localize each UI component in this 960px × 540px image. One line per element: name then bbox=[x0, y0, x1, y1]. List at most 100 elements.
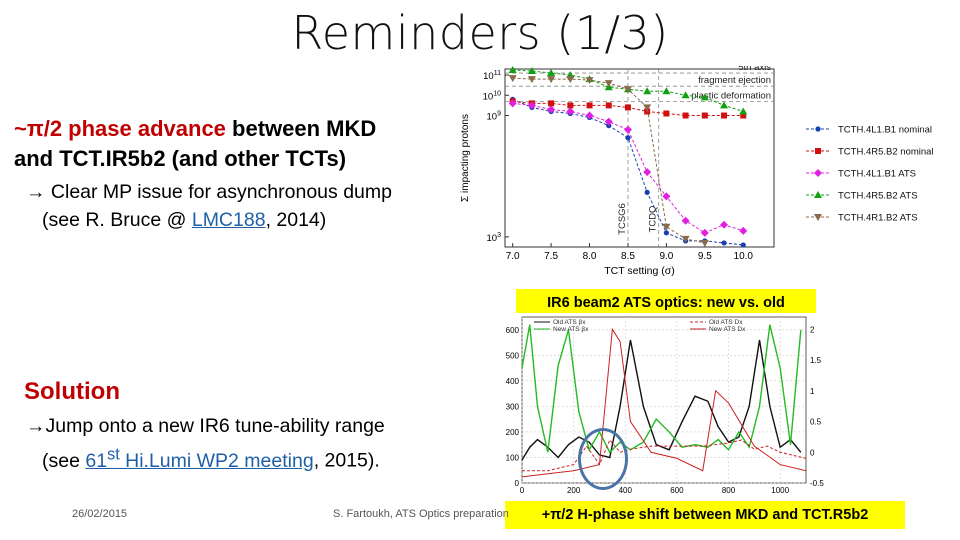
legend-label: New ATS βx bbox=[553, 326, 589, 333]
legend-label: Old ATS βx bbox=[553, 319, 586, 326]
data-point bbox=[547, 69, 556, 77]
arrow-right-icon: → bbox=[26, 181, 46, 203]
data-point bbox=[643, 104, 652, 112]
data-point bbox=[623, 125, 632, 134]
x-tick-label: 400 bbox=[619, 486, 633, 495]
data-point bbox=[643, 87, 652, 95]
data-point bbox=[700, 93, 709, 101]
data-point bbox=[527, 101, 536, 110]
legend-label: Old ATS Dx bbox=[709, 319, 743, 326]
data-point bbox=[566, 76, 575, 84]
data-point bbox=[604, 80, 613, 88]
data-point bbox=[740, 112, 747, 119]
data-point bbox=[585, 77, 594, 85]
x-tick-label: 7.0 bbox=[506, 251, 520, 262]
link-num: 61 bbox=[85, 449, 108, 472]
data-point bbox=[663, 110, 670, 117]
y2-tick-label: 1.5 bbox=[810, 356, 822, 365]
bullet-tilde: ~ bbox=[14, 116, 27, 141]
legend-label: TCTH.4L1.B1 nominal bbox=[838, 125, 932, 136]
threshold-label: fragment ejection bbox=[698, 75, 771, 86]
legend-label: TCTH.4R5.B2 nominal bbox=[838, 147, 934, 158]
sub1-line2-post: , 2014) bbox=[265, 209, 327, 231]
data-point bbox=[739, 226, 748, 235]
y-tick-label: 100 bbox=[506, 453, 520, 462]
data-point bbox=[567, 102, 574, 109]
legend-label: TCTH.4R5.B2 ATS bbox=[838, 191, 918, 202]
ir6-optics-chart: 0 100 200 300 400 500 600 -0.5 0 0.5 1 1.5 2 0 200 400 6… bbox=[498, 313, 838, 496]
y2-tick-label: 0 bbox=[810, 448, 815, 457]
data-point bbox=[701, 112, 708, 119]
data-point bbox=[605, 102, 612, 109]
legend-label: TCTH.4L1.B1 ATS bbox=[838, 169, 916, 180]
data-point bbox=[547, 105, 556, 114]
data-point bbox=[625, 135, 631, 141]
data-point bbox=[681, 91, 690, 99]
x-tick-label: 600 bbox=[670, 486, 684, 495]
data-point bbox=[720, 220, 729, 229]
x-tick-label: 9.0 bbox=[659, 251, 673, 262]
data-point bbox=[606, 123, 612, 129]
x-tick-label: 8.5 bbox=[621, 251, 635, 262]
solution-text: →Jump onto a new IR6 tune-ability range … bbox=[26, 412, 466, 475]
caption-phase-shift: +π/2 H-phase shift between MKD and TCT.R… bbox=[505, 501, 905, 529]
y2-tick-label: 0.5 bbox=[810, 418, 822, 427]
y2-tick-label: 1 bbox=[810, 387, 815, 396]
data-point bbox=[662, 192, 671, 201]
footer-date: 26/02/2015 bbox=[72, 508, 128, 520]
bullet-pi: π bbox=[26, 116, 44, 141]
data-point bbox=[508, 75, 517, 83]
series-line bbox=[521, 324, 802, 454]
arrow-right-icon: → bbox=[26, 415, 46, 437]
solution-line2-pre: (see bbox=[42, 449, 86, 472]
link-text: Hi.Lumi WP2 meeting bbox=[119, 449, 314, 472]
y-tick-label: 300 bbox=[506, 402, 520, 411]
sub-bullet-mp-issue: → Clear MP issue for asynchronous dump (… bbox=[26, 178, 456, 234]
data-point bbox=[721, 240, 727, 246]
data-point bbox=[508, 99, 517, 108]
series-4: TCTH.4R1.B2 ATS bbox=[508, 75, 918, 247]
legend-label: TCTH.4R1.B2 ATS bbox=[838, 213, 918, 224]
link-hilumi-wp2[interactable]: 61st Hi.Lumi WP2 meeting bbox=[85, 445, 314, 472]
series-2: TCTH.4L1.B1 ATS bbox=[508, 99, 916, 237]
y-tick-label: 600 bbox=[506, 326, 520, 335]
link-lmc188[interactable]: LMC188 bbox=[191, 209, 266, 231]
data-point bbox=[623, 86, 632, 94]
footer-author: S. Fartoukh, ATS Optics preparation bbox=[333, 508, 508, 520]
page-title: Reminders (1/3) bbox=[291, 6, 669, 60]
data-point bbox=[739, 107, 748, 115]
data-point bbox=[548, 100, 555, 107]
y2-tick-label: -0.5 bbox=[810, 479, 824, 488]
threshold-label: plastic deformation bbox=[691, 90, 771, 101]
data-point bbox=[585, 111, 594, 120]
y-tick-label: 0 bbox=[515, 479, 520, 488]
data-point bbox=[682, 112, 689, 119]
data-point bbox=[624, 104, 631, 111]
y-axis-label: Σ impacting protons bbox=[460, 114, 471, 202]
y2-tick-label: 2 bbox=[810, 325, 815, 334]
bullet-phase-advance: ~π/2 phase advance between MKD and TCT.I… bbox=[14, 114, 454, 174]
data-point bbox=[740, 242, 746, 248]
data-point bbox=[508, 66, 517, 74]
collimator-label: TCSG6 bbox=[617, 203, 628, 235]
solution-line1: Jump onto a new IR6 tune-ability range bbox=[45, 415, 385, 437]
data-point bbox=[700, 239, 709, 247]
data-point bbox=[662, 223, 671, 231]
data-point bbox=[700, 228, 709, 237]
y-tick-label: 109 bbox=[487, 111, 502, 123]
data-point bbox=[643, 168, 652, 177]
x-tick-label: 9.5 bbox=[698, 251, 712, 262]
y-tick-label: 200 bbox=[506, 428, 520, 437]
data-point bbox=[662, 87, 671, 95]
x-tick-label: 200 bbox=[567, 486, 581, 495]
sub1-line1: Clear MP issue for asynchronous dump bbox=[45, 181, 392, 203]
y-tick-label: 1011 bbox=[483, 70, 501, 82]
data-point bbox=[720, 101, 729, 109]
x-tick-label: 0 bbox=[520, 486, 525, 495]
data-point bbox=[604, 117, 613, 126]
y-tick-label: 400 bbox=[506, 377, 520, 386]
data-point bbox=[681, 216, 690, 225]
data-point bbox=[663, 230, 669, 236]
x-tick-label: 10.0 bbox=[734, 251, 754, 262]
x-tick-label: 8.0 bbox=[583, 251, 597, 262]
